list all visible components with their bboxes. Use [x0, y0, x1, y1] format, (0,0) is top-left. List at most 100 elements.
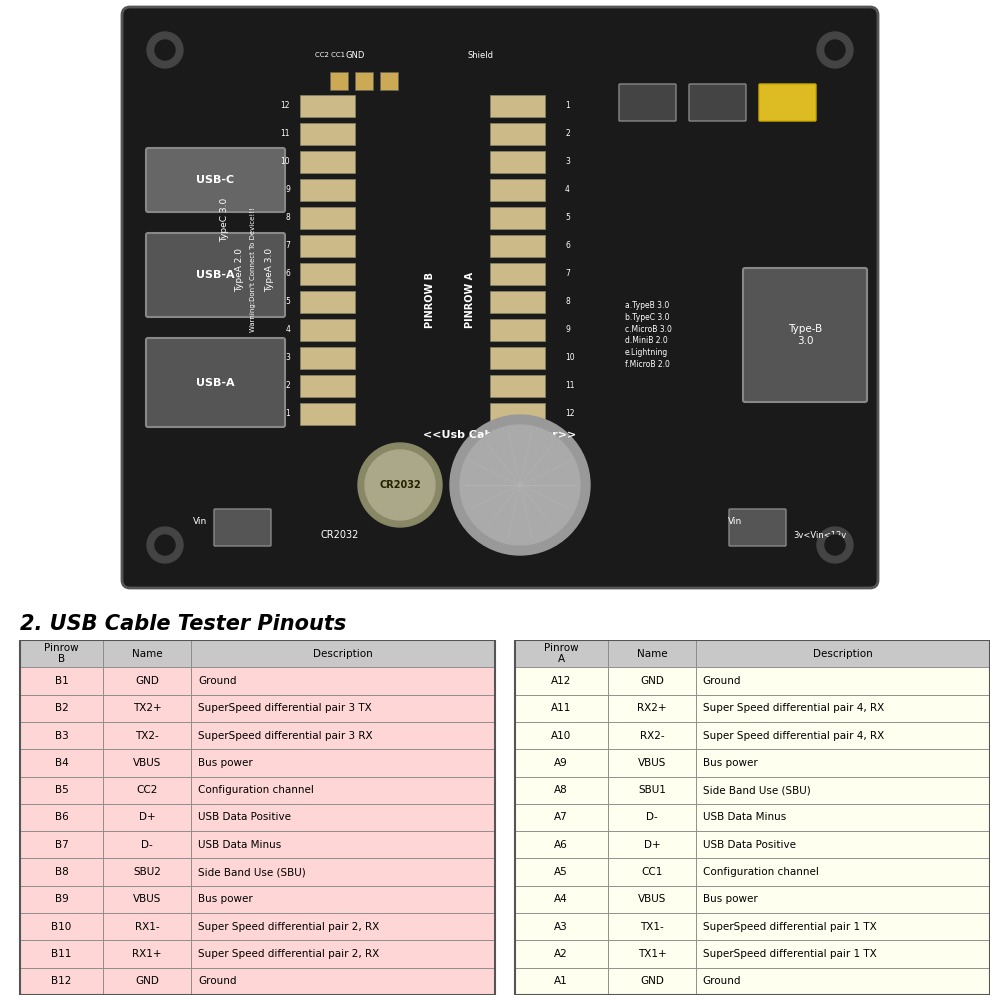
Text: Super Speed differential pair 2, RX: Super Speed differential pair 2, RX — [198, 949, 379, 959]
Bar — [490, 347, 545, 369]
Bar — [608, 968, 696, 995]
Bar — [490, 235, 545, 257]
Bar — [490, 403, 545, 425]
Text: USB-A: USB-A — [196, 270, 234, 280]
Text: A7: A7 — [554, 812, 568, 822]
Bar — [696, 722, 990, 749]
Text: 1: 1 — [285, 410, 290, 418]
Text: 7: 7 — [285, 241, 290, 250]
Text: TX1+: TX1+ — [638, 949, 666, 959]
Bar — [608, 913, 696, 940]
Bar — [191, 667, 495, 695]
Bar — [696, 667, 990, 695]
Text: A9: A9 — [554, 758, 568, 768]
Text: 2: 2 — [565, 129, 570, 138]
Bar — [490, 95, 545, 117]
Text: Super Speed differential pair 2, RX: Super Speed differential pair 2, RX — [198, 922, 379, 932]
Text: 10: 10 — [565, 354, 575, 362]
Bar — [20, 667, 103, 695]
Bar — [103, 640, 191, 667]
Circle shape — [825, 40, 845, 60]
FancyBboxPatch shape — [146, 338, 285, 427]
Bar — [191, 913, 495, 940]
Text: B9: B9 — [55, 894, 68, 904]
Bar — [608, 722, 696, 749]
Bar — [103, 722, 191, 749]
Bar — [515, 640, 990, 995]
Text: SuperSpeed differential pair 3 TX: SuperSpeed differential pair 3 TX — [198, 703, 372, 713]
Text: <<Usb Cable Checker>>: <<Usb Cable Checker>> — [423, 430, 577, 440]
Bar — [20, 695, 103, 722]
Bar — [103, 667, 191, 695]
Bar — [515, 886, 608, 913]
Bar — [191, 831, 495, 858]
Bar — [300, 151, 355, 173]
Text: Vin: Vin — [728, 518, 742, 526]
Text: RX1-: RX1- — [135, 922, 160, 932]
Text: GND: GND — [135, 676, 159, 686]
Text: PINROW B: PINROW B — [425, 272, 435, 328]
Text: TypeC 3.0: TypeC 3.0 — [220, 198, 230, 242]
Bar — [20, 913, 103, 940]
FancyBboxPatch shape — [146, 233, 285, 317]
Text: 11: 11 — [280, 129, 290, 138]
Bar — [20, 804, 103, 831]
Bar — [515, 777, 608, 804]
Bar — [103, 804, 191, 831]
Bar — [191, 640, 495, 667]
Text: 7: 7 — [565, 269, 570, 278]
Text: A5: A5 — [554, 867, 568, 877]
Text: TypeA 3.0: TypeA 3.0 — [266, 248, 274, 292]
Bar — [191, 940, 495, 968]
Text: 1: 1 — [565, 102, 570, 110]
Bar — [490, 151, 545, 173]
Text: Ground: Ground — [703, 676, 741, 686]
FancyBboxPatch shape — [122, 7, 878, 588]
Text: Bus power: Bus power — [198, 758, 253, 768]
Bar — [696, 640, 990, 667]
Text: PINROW A: PINROW A — [465, 272, 475, 328]
Circle shape — [365, 450, 435, 520]
Bar — [20, 831, 103, 858]
Text: B6: B6 — [55, 812, 68, 822]
Bar — [300, 347, 355, 369]
Circle shape — [450, 415, 590, 555]
Text: A3: A3 — [554, 922, 568, 932]
Bar — [490, 207, 545, 229]
Text: 9: 9 — [285, 186, 290, 194]
Text: RX1+: RX1+ — [132, 949, 162, 959]
Text: 10: 10 — [280, 157, 290, 166]
Text: Bus power: Bus power — [703, 894, 758, 904]
Circle shape — [460, 425, 580, 545]
Bar — [103, 749, 191, 777]
Circle shape — [147, 527, 183, 563]
Bar — [515, 722, 608, 749]
Text: Description: Description — [813, 649, 873, 659]
Bar — [696, 777, 990, 804]
Bar — [300, 123, 355, 145]
Bar — [300, 95, 355, 117]
Circle shape — [155, 40, 175, 60]
Text: Ground: Ground — [703, 976, 741, 986]
Text: 3: 3 — [285, 354, 290, 362]
Text: 6: 6 — [285, 269, 290, 278]
FancyBboxPatch shape — [729, 509, 786, 546]
Text: Shield: Shield — [467, 50, 493, 60]
Bar — [608, 667, 696, 695]
Text: Name: Name — [132, 649, 163, 659]
Bar — [103, 940, 191, 968]
Text: Description: Description — [313, 649, 373, 659]
Text: TX2+: TX2+ — [133, 703, 162, 713]
Bar — [20, 968, 103, 995]
Text: TypeA 2.0: TypeA 2.0 — [236, 248, 244, 292]
Bar — [20, 858, 103, 886]
Text: Bus power: Bus power — [703, 758, 758, 768]
Text: Configuration channel: Configuration channel — [703, 867, 819, 877]
Bar — [330, 72, 348, 90]
Bar — [355, 72, 373, 90]
Text: D+: D+ — [139, 812, 156, 822]
Bar — [103, 831, 191, 858]
Text: SBU1: SBU1 — [638, 785, 666, 795]
Bar — [191, 695, 495, 722]
Text: B10: B10 — [51, 922, 72, 932]
